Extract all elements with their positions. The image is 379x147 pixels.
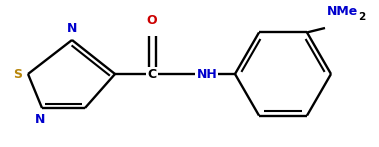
Text: NH: NH xyxy=(197,67,218,81)
Text: 2: 2 xyxy=(358,12,365,22)
Text: C: C xyxy=(147,67,157,81)
Text: O: O xyxy=(147,14,157,27)
Text: N: N xyxy=(67,22,77,35)
Text: N: N xyxy=(35,113,45,126)
Text: NMe: NMe xyxy=(327,5,358,18)
Text: S: S xyxy=(13,67,22,81)
